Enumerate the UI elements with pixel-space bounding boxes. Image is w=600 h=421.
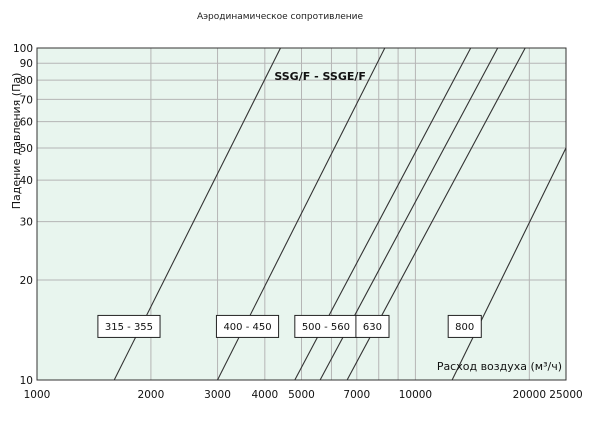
chart-title: Аэродинамическое сопротивление [197, 12, 364, 22]
x-tick-label: 4000 [251, 389, 278, 401]
x-tick-label: 10000 [399, 389, 432, 401]
y-tick-label: 80 [20, 75, 33, 87]
y-axis-label: Падение давления (Па) [10, 73, 23, 210]
size-label-frame [215, 314, 280, 338]
y-tick-label: 30 [20, 217, 33, 229]
y-tick-label: 90 [20, 58, 33, 70]
x-axis-label: Расход воздуха (м³/ч) [437, 360, 562, 373]
series-labels: 315 - 355 400 - 450 500 - 560 630 800 [97, 314, 482, 338]
x-tick-label: 1000 [24, 389, 51, 401]
size-label-frame [97, 314, 161, 338]
grid [36, 47, 566, 381]
x-tick-label: 2000 [138, 389, 165, 401]
x-tick-label: 3000 [204, 389, 231, 401]
size-label-box: 500 - 560 [294, 314, 358, 338]
size-label-frame [447, 314, 482, 338]
size-label-text: 800 [455, 322, 474, 333]
y-tick-label: 20 [20, 275, 33, 287]
size-label-box: 400 - 450 [215, 314, 280, 338]
y-tick-label: 40 [20, 175, 33, 187]
y-tick-label: 50 [20, 143, 33, 155]
size-label-frame [355, 314, 390, 338]
x-tick-label: 7000 [343, 389, 370, 401]
size-label-text: 400 - 450 [223, 322, 271, 333]
size-label-box: 630 [355, 314, 390, 338]
series-group-label: SSG/F - SSGE/F [274, 70, 366, 83]
x-tick-label: 5000 [288, 389, 315, 401]
size-label-box: 315 - 355 [97, 314, 161, 338]
x-tick-label: 20000 [513, 389, 546, 401]
series-line [451, 147, 566, 380]
y-tick-label: 70 [20, 94, 33, 106]
tick-labels: 1000 2000 3000 4000 5000 7000 10000 20000 25000 1… [13, 43, 583, 401]
y-tick-label: 60 [20, 117, 33, 129]
size-label-text: 315 - 355 [105, 322, 153, 333]
size-label-box: 800 [447, 314, 482, 338]
size-label-text: 500 - 560 [302, 322, 350, 333]
y-tick-label: 10 [20, 375, 33, 387]
x-tick-label: 25000 [549, 389, 582, 401]
plot-frame [36, 47, 567, 381]
size-label-text: 630 [363, 322, 382, 333]
y-tick-label: 100 [13, 43, 33, 55]
